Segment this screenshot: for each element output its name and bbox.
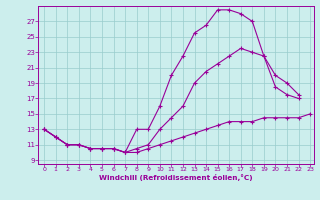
X-axis label: Windchill (Refroidissement éolien,°C): Windchill (Refroidissement éolien,°C)	[99, 174, 253, 181]
